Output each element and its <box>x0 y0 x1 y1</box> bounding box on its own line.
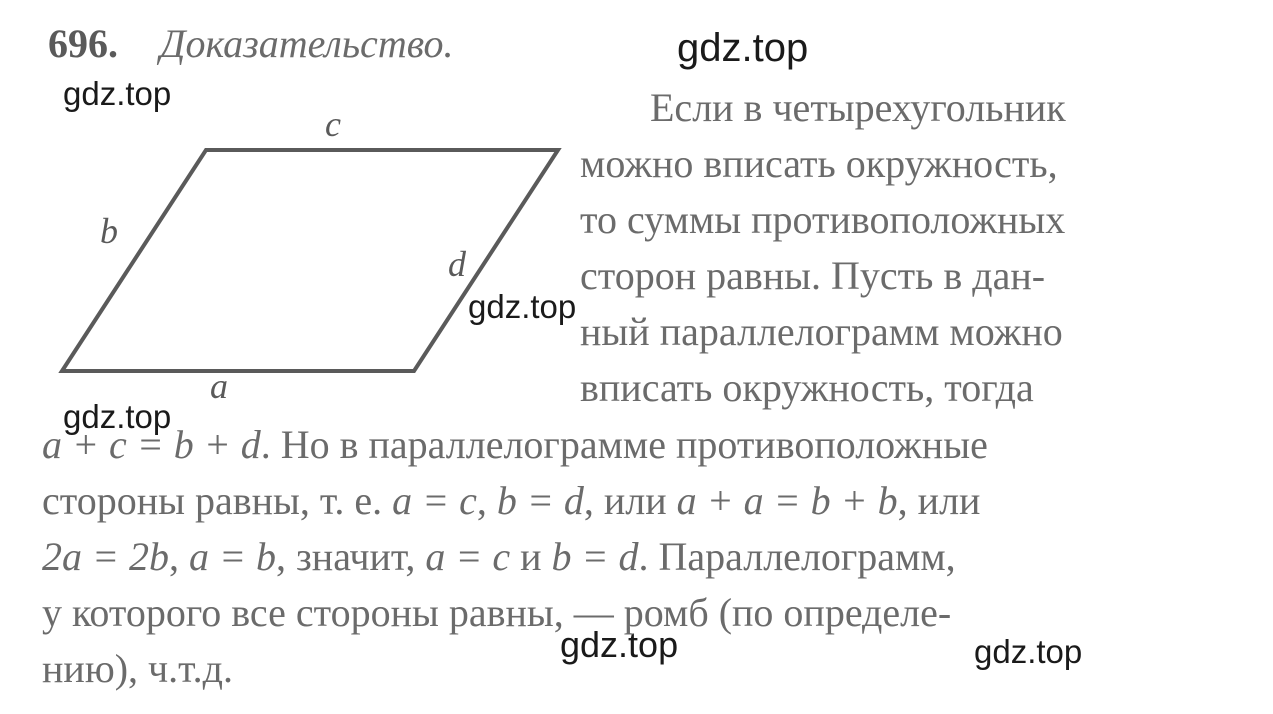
side-label-a: a <box>210 365 228 407</box>
para-f3: 2a = 2b, a = b, значит, a = c и b = d. П… <box>42 537 956 577</box>
para-f5: нию), ч.т.д. <box>42 649 233 689</box>
parallelogram-svg <box>28 140 568 380</box>
para-f3-t1: , <box>169 534 189 579</box>
para-r2: можно вписать окружность, <box>580 144 1058 184</box>
para-f4: у которого все стороны равны, — ромб (по… <box>42 593 951 633</box>
para-r6: вписать окружность, тогда <box>580 368 1034 408</box>
math-ac: a = c <box>392 478 477 523</box>
proof-title: Доказательство. <box>160 20 454 67</box>
math-ac2: a = c <box>425 534 510 579</box>
side-label-b: b <box>100 210 118 252</box>
para-r3: то суммы противоположных <box>580 200 1065 240</box>
math-2a2b: 2a = 2b <box>42 534 169 579</box>
para-f2-t2: , <box>477 478 497 523</box>
para-f2: стороны равны, т. е. a = c, b = d, или a… <box>42 481 980 521</box>
para-f1-t: . Но в параллелограмме противоположные <box>261 422 988 467</box>
math-bd2: b = d <box>552 534 639 579</box>
para-r1: Если в четырехугольник <box>650 88 1066 128</box>
para-f2-t4: , или <box>898 478 981 523</box>
para-f3-t3: и <box>510 534 551 579</box>
para-f3-t2: , значит, <box>276 534 425 579</box>
math-bd: b = d <box>497 478 584 523</box>
page-root: 696. Доказательство. gdz.top gdz.top gdz… <box>0 0 1273 714</box>
para-r4: сторон равны. Пусть в дан- <box>580 256 1045 296</box>
parallelogram-diagram <box>28 140 568 380</box>
side-label-c: c <box>325 103 341 145</box>
problem-number: 696. <box>48 20 118 67</box>
para-f2-t3: , или <box>584 478 677 523</box>
side-label-d: d <box>448 243 466 285</box>
math-acbd: a + c = b + d <box>42 422 261 467</box>
para-f1: a + c = b + d. Но в параллелограмме прот… <box>42 425 988 465</box>
math-aabb: a + a = b + b <box>677 478 898 523</box>
para-f3-t4: . Параллелограмм, <box>639 534 956 579</box>
para-f2-t1: стороны равны, т. е. <box>42 478 392 523</box>
para-r5: ный параллелограмм можно <box>580 312 1063 352</box>
parallelogram-shape <box>62 150 558 371</box>
math-ab: a = b <box>189 534 276 579</box>
watermark-upper-left: gdz.top <box>63 75 171 113</box>
watermark-bottom-right: gdz.top <box>974 633 1082 671</box>
watermark-top-right: gdz.top <box>677 26 808 71</box>
